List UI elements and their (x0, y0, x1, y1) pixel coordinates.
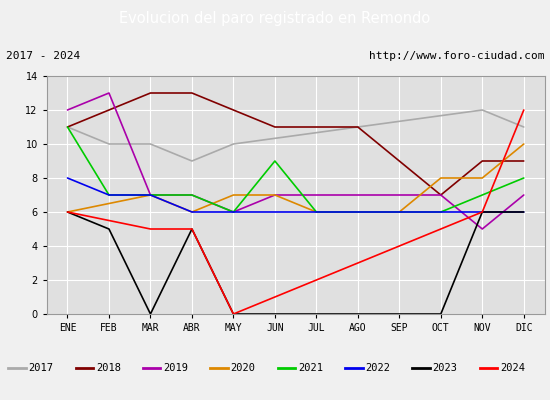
Text: 2022: 2022 (365, 363, 390, 373)
Text: 2019: 2019 (163, 363, 188, 373)
Text: 2021: 2021 (298, 363, 323, 373)
Text: 2024: 2024 (500, 363, 525, 373)
Text: 2018: 2018 (96, 363, 121, 373)
Text: http://www.foro-ciudad.com: http://www.foro-ciudad.com (369, 51, 544, 61)
Text: 2017: 2017 (29, 363, 53, 373)
Text: 2023: 2023 (433, 363, 458, 373)
Text: Evolucion del paro registrado en Remondo: Evolucion del paro registrado en Remondo (119, 12, 431, 26)
Text: 2017 - 2024: 2017 - 2024 (6, 51, 80, 61)
Text: 2020: 2020 (230, 363, 256, 373)
